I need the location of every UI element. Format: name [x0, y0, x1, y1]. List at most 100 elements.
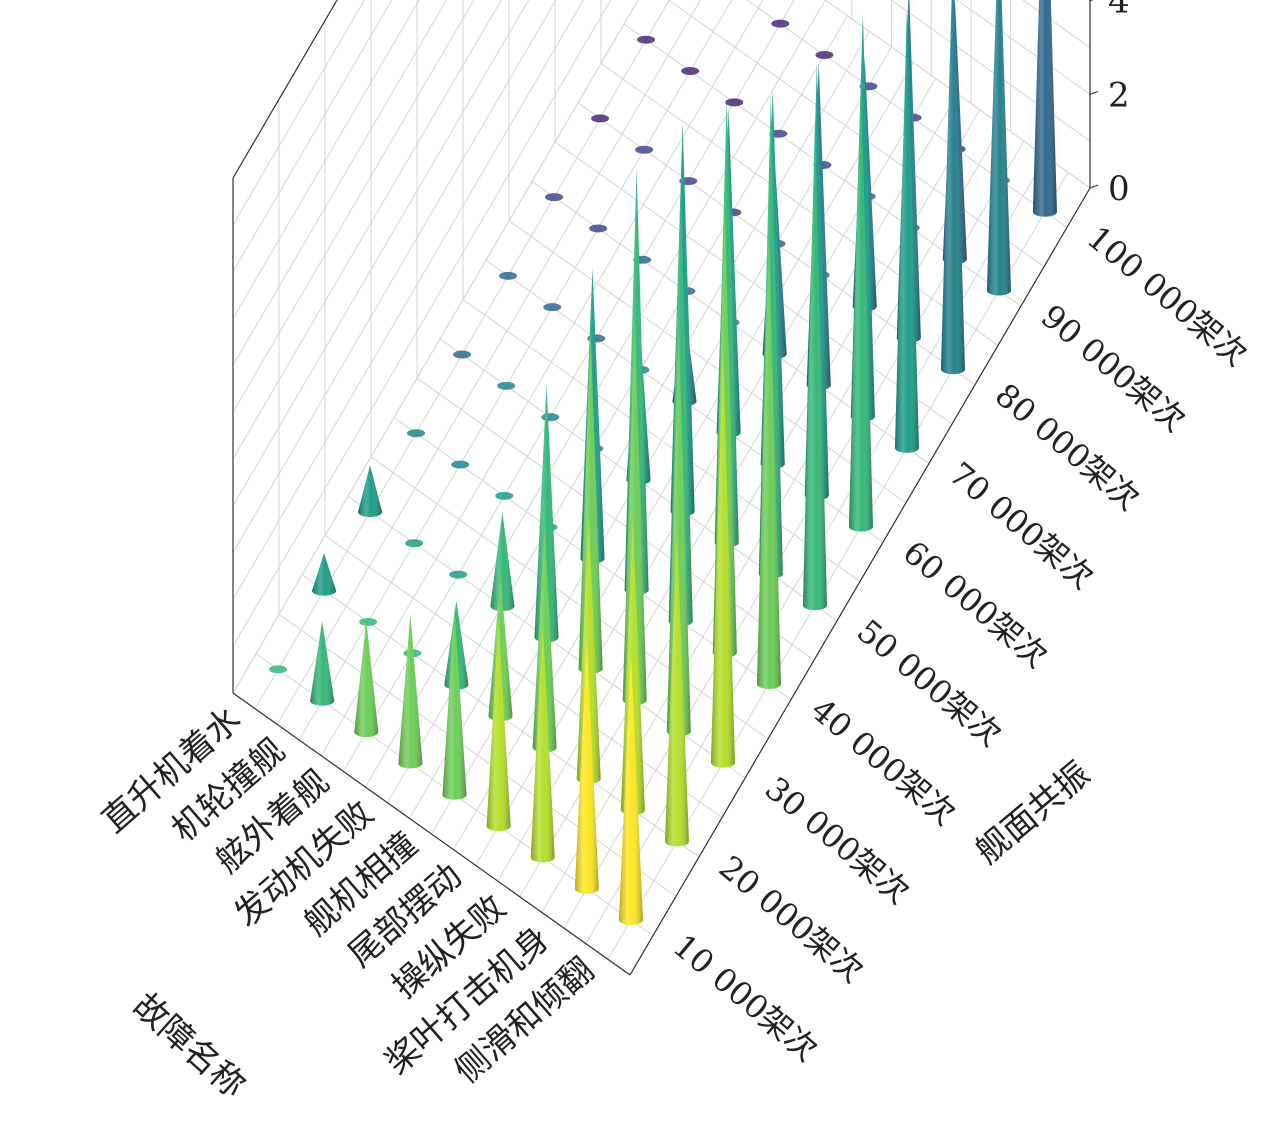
- cone-mark: [312, 553, 337, 596]
- cone-base-mark: [589, 224, 608, 233]
- cone-shade: [894, 7, 919, 453]
- cone-mark: [310, 621, 335, 706]
- cone-shade: [756, 239, 781, 689]
- cone-base-mark: [541, 413, 560, 422]
- cone-mark: [848, 77, 873, 532]
- cone-shade: [576, 516, 601, 784]
- cone-mark: [530, 623, 555, 863]
- axis-frame: [232, 0, 1091, 976]
- cone-shade: [490, 512, 515, 611]
- wall-hgrid: [232, 0, 393, 272]
- cone-shade: [358, 465, 383, 517]
- cone-marks: [269, 0, 1057, 925]
- cone-shade: [620, 519, 645, 815]
- cone-shade: [354, 619, 379, 737]
- wall-hgrid: [232, 0, 420, 319]
- floor-grid: [370, 456, 769, 740]
- cone-mark: [354, 619, 379, 737]
- cone-shade: [802, 122, 827, 611]
- cone-shade: [618, 653, 643, 925]
- cone-mark: [664, 532, 689, 847]
- frame-edge: [629, 187, 1091, 976]
- floor-grid: [824, 0, 1091, 189]
- floor-grid: [667, 0, 1045, 268]
- cone-mark: [486, 619, 511, 831]
- cone-shade: [664, 532, 689, 847]
- cone-mark: [618, 653, 643, 925]
- floor-grid: [278, 613, 677, 897]
- cone-shade: [940, 0, 965, 375]
- floor-grid: [462, 299, 861, 582]
- cone-base-mark: [543, 303, 562, 312]
- floor-grid: [600, 62, 999, 346]
- z-tick-label: 2: [1108, 75, 1130, 115]
- cone-shade: [530, 623, 555, 863]
- frame-edge: [232, 0, 338, 179]
- cone-shade: [622, 320, 647, 705]
- cone-base-mark: [635, 145, 654, 154]
- cone-shade: [486, 619, 511, 831]
- cone-base-mark: [591, 114, 610, 123]
- wall-hgrid: [232, 0, 502, 460]
- cone-mark: [802, 122, 827, 611]
- cone-shade: [398, 613, 423, 769]
- cone-base-mark: [495, 491, 514, 500]
- wall-hgrid: [232, 0, 1091, 553]
- cone-mark: [1032, 0, 1057, 217]
- floor-grid: [554, 141, 953, 425]
- cone-mark: [986, 0, 1011, 296]
- floor-grid: [416, 377, 815, 661]
- cone-shade: [574, 640, 599, 894]
- floor-grid: [508, 220, 907, 504]
- cone-base-mark: [681, 67, 700, 76]
- cone-base-mark: [725, 98, 744, 107]
- cone-shade: [1032, 0, 1057, 217]
- cone-base-mark: [359, 617, 378, 626]
- z-tick-label: 0: [1108, 169, 1130, 209]
- cone-mark: [894, 7, 919, 453]
- cone-shade: [666, 328, 691, 737]
- cone-shade: [848, 77, 873, 532]
- cone-shade: [532, 527, 557, 753]
- cone-base-mark: [453, 350, 472, 359]
- cone-mark: [358, 465, 383, 517]
- cone-mark: [398, 613, 423, 769]
- wall-hgrid: [232, 0, 448, 366]
- wall-hgrid: [232, 0, 1091, 647]
- cone-mark: [574, 640, 599, 894]
- cone-base-mark: [499, 271, 518, 280]
- cone-shade: [986, 0, 1011, 296]
- floor-grid: [324, 535, 723, 819]
- z-tick-label: 4: [1108, 0, 1130, 22]
- wall-hgrid: [232, 0, 475, 413]
- cone-shade: [534, 384, 559, 643]
- cone-mark: [710, 345, 735, 768]
- cone-shade: [710, 345, 735, 768]
- z-tick: [1089, 184, 1099, 189]
- x-axis-title: 故障名称: [125, 985, 253, 1106]
- cone-mark: [940, 0, 965, 375]
- wall-hgrid: [232, 0, 1091, 600]
- cone-base-mark: [771, 19, 790, 28]
- cone-mark: [490, 512, 515, 611]
- cone-base-mark: [449, 570, 468, 579]
- cone-base-mark: [405, 539, 424, 548]
- cone-shade: [310, 621, 335, 706]
- cone-base-mark: [637, 35, 656, 44]
- wall-hgrid: [232, 0, 1091, 506]
- cone-shade: [442, 607, 467, 800]
- cone-base-mark: [815, 51, 834, 60]
- cone-base-mark: [497, 381, 516, 390]
- cone-base-mark: [451, 460, 470, 469]
- z-tick: [1089, 90, 1099, 95]
- frame-edge: [232, 692, 631, 976]
- z-tick: [1089, 0, 1094, 2]
- cone-base-mark: [545, 193, 564, 202]
- cone-shade: [312, 553, 337, 596]
- cone-mark: [756, 239, 781, 689]
- cone-shade: [578, 331, 603, 674]
- cone-mark: [442, 607, 467, 800]
- y-axis-title: 舰面共振: [968, 754, 1098, 872]
- cone-base-mark: [269, 665, 288, 674]
